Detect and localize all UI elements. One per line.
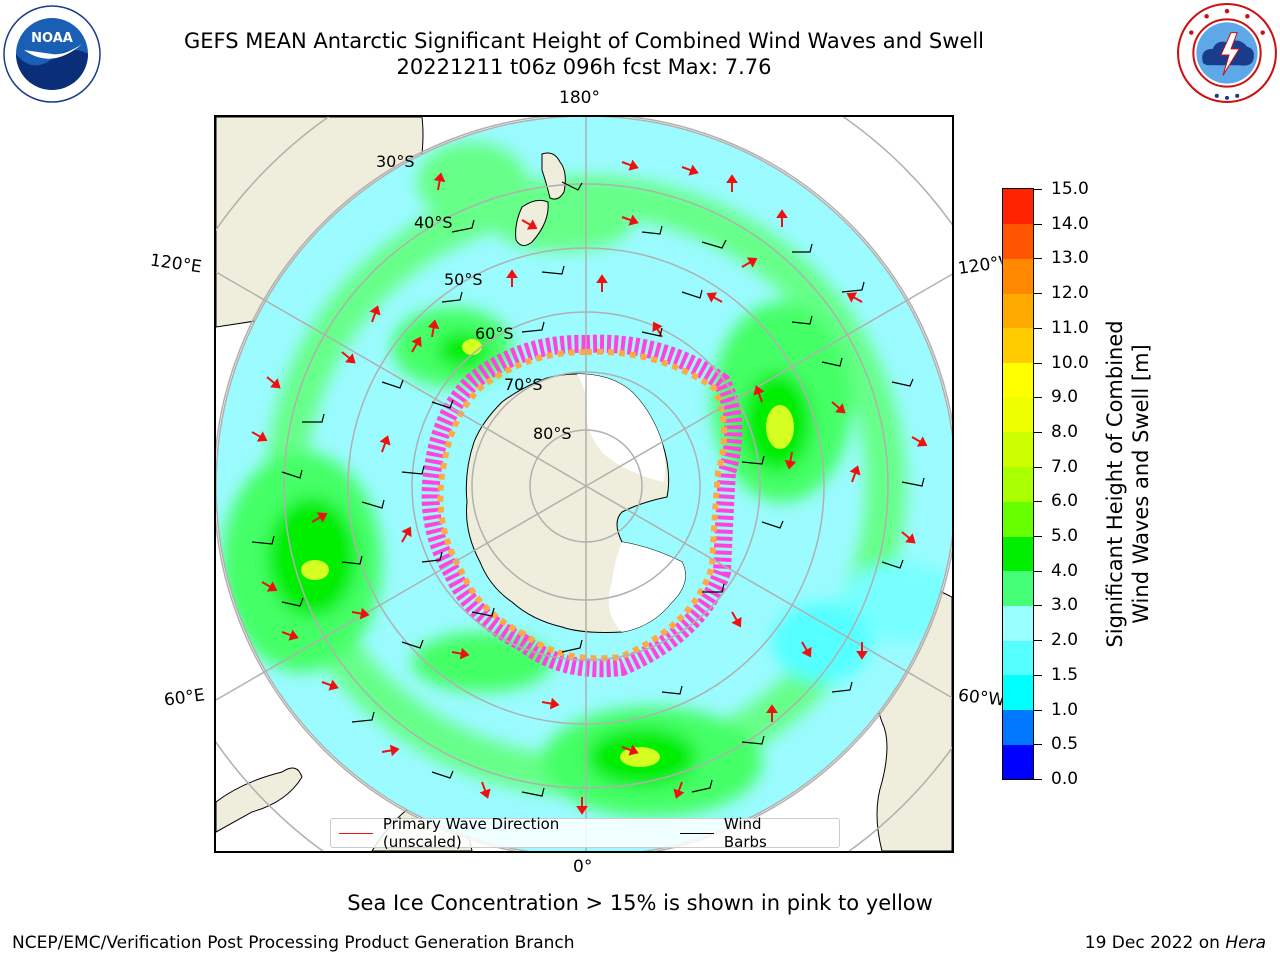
colorbar-tick	[1034, 189, 1042, 190]
noaa-logo: NOAA	[3, 5, 101, 103]
lat-label-50s: 50°S	[444, 270, 483, 289]
colorbar-tick-label: 15.0	[1051, 179, 1089, 199]
wave-direction-arrows	[251, 159, 928, 815]
lon-label-120e: 120°E	[148, 250, 203, 278]
polar-map	[214, 115, 954, 853]
footer-date: 19 Dec 2022 on Hera	[1084, 933, 1266, 953]
black-line-icon	[680, 832, 714, 834]
colorbar-segment	[1003, 709, 1033, 745]
colorbar-segment	[1003, 189, 1033, 225]
colorbar	[1002, 188, 1034, 780]
map-legend: Primary Wave Direction (unscaled) Wind B…	[330, 815, 840, 851]
colorbar-tick	[1034, 709, 1042, 711]
colorbar-tick	[1034, 605, 1042, 607]
colorbar-segment	[1003, 223, 1033, 259]
legend-item-wave-direction: Primary Wave Direction (unscaled)	[339, 815, 642, 851]
colorbar-tick-label: 8.0	[1051, 421, 1079, 442]
colorbar-segment	[1003, 570, 1033, 606]
legend-label: Primary Wave Direction (unscaled)	[382, 815, 560, 851]
colorbar-tick	[1034, 536, 1042, 538]
colorbar-tick-label: 3.0	[1051, 595, 1079, 616]
colorbar-tick	[1034, 501, 1042, 503]
colorbar-segment	[1003, 536, 1033, 572]
colorbar-tick-label: 13.0	[1051, 248, 1089, 269]
colorbar-segment	[1003, 605, 1033, 641]
map-canvas	[216, 117, 952, 851]
colorbar-tick	[1034, 397, 1042, 399]
legend-label: Wind Barbs	[723, 815, 767, 851]
colorbar-tick-label: 5.0	[1051, 526, 1079, 547]
colorbar-segment	[1003, 744, 1033, 780]
colorbar-segment	[1003, 674, 1033, 711]
svg-text:NOAA: NOAA	[31, 31, 73, 46]
colorbar-tick	[1034, 570, 1042, 572]
weddell-ice-shelf	[608, 542, 686, 632]
lon-label-60e: 60°E	[162, 685, 207, 711]
colorbar-tick	[1034, 362, 1042, 364]
lat-label-40s: 40°S	[414, 213, 453, 232]
nws-logo	[1177, 3, 1277, 103]
colorbar-tick	[1034, 293, 1042, 295]
colorbar-tick-label: 6.0	[1051, 491, 1079, 512]
colorbar-tick-label: 14.0	[1051, 213, 1089, 234]
colorbar-segment	[1003, 397, 1033, 433]
colorbar-tick-label: 0.0	[1051, 769, 1079, 789]
colorbar-title: Significant Height of Combined Wind Wave…	[1103, 320, 1153, 648]
map-title: GEFS MEAN Antarctic Significant Height o…	[183, 29, 985, 53]
graticule	[216, 117, 952, 851]
colorbar-segment	[1003, 293, 1033, 329]
colorbar-tick-label: 12.0	[1051, 283, 1089, 304]
lon-label-0: 0°	[573, 857, 593, 877]
colorbar-tick-label: 9.0	[1051, 387, 1079, 408]
lon-label-180: 180°	[559, 88, 600, 108]
colorbar-tick-label: 7.0	[1051, 456, 1079, 477]
colorbar-tick	[1034, 258, 1042, 260]
colorbar-tick	[1034, 223, 1042, 225]
colorbar-segment	[1003, 501, 1033, 537]
colorbar-tick	[1034, 327, 1042, 329]
lon-label-120w: 120°W	[956, 253, 1004, 279]
colorbar-tick-label: 11.0	[1051, 317, 1089, 338]
colorbar-segment	[1003, 431, 1033, 468]
colorbar-segment	[1003, 362, 1033, 398]
colorbar-tick	[1034, 674, 1042, 676]
lat-label-60s: 60°S	[475, 324, 514, 343]
forecast-info: 20221211 t06z 096h fcst Max: 7.76	[396, 55, 772, 79]
sea-ice	[421, 334, 743, 678]
colorbar-tick	[1034, 779, 1042, 780]
colorbar-tick-label: 1.5	[1051, 664, 1079, 685]
colorbar-segment	[1003, 466, 1033, 502]
footer-credit: NCEP/EMC/Verification Post Processing Pr…	[12, 933, 575, 953]
colorbar-segment	[1003, 327, 1033, 364]
colorbar-tick-label: 0.5	[1051, 734, 1079, 755]
colorbar-tick	[1034, 431, 1042, 433]
colorbar-tick	[1034, 640, 1042, 642]
lon-label-60w: 60°W	[957, 685, 1003, 711]
colorbar-segment	[1003, 258, 1033, 294]
colorbar-segment	[1003, 640, 1033, 676]
red-line-icon	[339, 832, 373, 834]
colorbar-tick	[1034, 466, 1042, 468]
peak-cell-1	[301, 560, 329, 580]
lat-label-80s: 80°S	[533, 424, 572, 443]
colorbar-tick-label: 10.0	[1051, 352, 1089, 373]
lat-label-30s: 30°S	[376, 152, 415, 171]
ross-ice-shelf	[577, 374, 666, 482]
wind-barbs	[251, 181, 925, 797]
colorbar-tick-label: 4.0	[1051, 560, 1079, 581]
peak-cell-3	[766, 405, 794, 449]
colorbar-tick-label: 2.0	[1051, 630, 1079, 651]
lat-label-70s: 70°S	[504, 375, 543, 394]
colorbar-tick	[1034, 744, 1042, 746]
peak-cell-2	[620, 747, 660, 767]
legend-item-wind-barbs: Wind Barbs	[680, 815, 809, 851]
colorbar-tick-label: 1.0	[1051, 699, 1079, 720]
sea-ice-note: Sea Ice Concentration > 15% is shown in …	[347, 891, 933, 915]
